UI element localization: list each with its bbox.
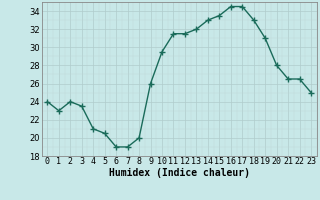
X-axis label: Humidex (Indice chaleur): Humidex (Indice chaleur) bbox=[109, 168, 250, 178]
